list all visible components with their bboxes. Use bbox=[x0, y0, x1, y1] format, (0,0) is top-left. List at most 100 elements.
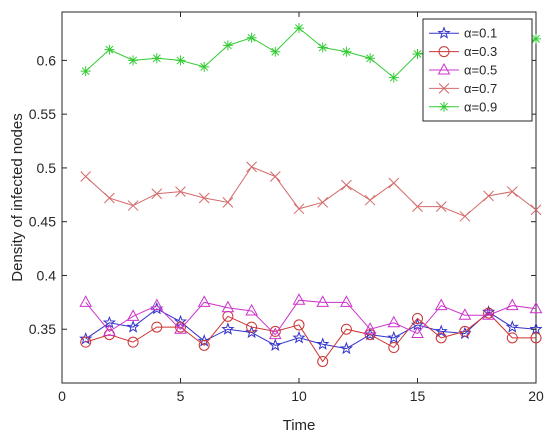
legend-label: α=0.3 bbox=[464, 44, 497, 59]
data-point bbox=[388, 72, 399, 83]
legend-marker bbox=[437, 62, 451, 75]
data-point bbox=[270, 46, 281, 57]
x-tick-label: 20 bbox=[528, 388, 544, 404]
data-point bbox=[387, 330, 401, 344]
data-point bbox=[529, 301, 543, 314]
data-point bbox=[127, 200, 139, 211]
data-point bbox=[459, 325, 471, 337]
data-point bbox=[363, 322, 377, 334]
data-point bbox=[530, 332, 542, 344]
data-point bbox=[435, 201, 447, 212]
data-point bbox=[365, 53, 376, 64]
data-point bbox=[483, 190, 494, 202]
data-point bbox=[316, 337, 330, 350]
legend-item: α=0.9 bbox=[429, 99, 497, 114]
data-point bbox=[341, 179, 352, 191]
data-point bbox=[104, 192, 115, 204]
data-point bbox=[387, 315, 401, 328]
legend-label: α=0.5 bbox=[464, 63, 497, 78]
data-point bbox=[459, 210, 471, 222]
y-tick-label: 0.55 bbox=[29, 106, 56, 122]
data-point bbox=[412, 201, 423, 212]
data-point bbox=[293, 203, 305, 215]
x-tick-label: 0 bbox=[58, 388, 66, 404]
data-point bbox=[246, 161, 257, 173]
data-point bbox=[458, 326, 472, 340]
data-point bbox=[222, 196, 234, 208]
legend-marker bbox=[438, 46, 450, 58]
series-2 bbox=[80, 307, 542, 367]
data-point bbox=[198, 339, 210, 351]
data-point bbox=[340, 295, 353, 307]
data-point bbox=[150, 298, 164, 311]
data-point bbox=[126, 309, 140, 321]
data-point bbox=[222, 40, 233, 51]
series-4 bbox=[80, 161, 542, 222]
data-point bbox=[175, 186, 186, 197]
data-point bbox=[434, 298, 448, 311]
x-tick-label: 10 bbox=[291, 388, 307, 404]
data-point bbox=[482, 308, 495, 320]
data-point bbox=[505, 320, 519, 333]
legend-label: α=0.9 bbox=[464, 99, 497, 114]
data-point bbox=[175, 321, 186, 333]
legend-item: α=0.1 bbox=[429, 26, 497, 41]
y-tick-label: 0.5 bbox=[37, 160, 57, 176]
data-point bbox=[412, 48, 423, 59]
data-point bbox=[530, 204, 542, 216]
data-point bbox=[506, 186, 518, 197]
data-point bbox=[268, 327, 282, 340]
data-point bbox=[458, 308, 472, 320]
data-point bbox=[79, 295, 93, 307]
data-point bbox=[317, 196, 329, 208]
axes-layer: 0 5 10 15 20 0.35 0.4 0.45 0.5 0.55 0.6 bbox=[29, 12, 544, 404]
y-axis-label: Density of infected nodes bbox=[9, 113, 26, 281]
data-point bbox=[221, 300, 235, 313]
data-point bbox=[339, 341, 353, 355]
legend-item: α=0.5 bbox=[429, 63, 497, 78]
legend-marker bbox=[438, 83, 450, 94]
data-point bbox=[364, 194, 376, 206]
data-point bbox=[174, 322, 187, 334]
data-point bbox=[341, 46, 352, 57]
data-point bbox=[412, 312, 423, 324]
legend-marker bbox=[439, 101, 449, 112]
data-point bbox=[340, 323, 352, 335]
y-tick-label: 0.6 bbox=[37, 52, 57, 68]
series-line bbox=[85, 312, 536, 363]
legend-label: α=0.7 bbox=[464, 81, 497, 96]
data-point bbox=[388, 177, 400, 189]
data-point bbox=[80, 336, 92, 348]
data-point bbox=[197, 334, 211, 347]
data-point bbox=[127, 336, 139, 348]
data-point bbox=[80, 66, 91, 77]
data-point bbox=[411, 326, 424, 339]
series-line bbox=[85, 166, 537, 217]
data-point bbox=[269, 171, 281, 182]
data-point bbox=[505, 298, 519, 311]
data-point bbox=[246, 32, 257, 43]
data-point bbox=[529, 322, 543, 335]
data-point bbox=[269, 325, 281, 337]
data-point bbox=[126, 320, 140, 333]
data-point bbox=[292, 293, 306, 305]
data-point bbox=[221, 322, 235, 335]
data-point bbox=[246, 321, 258, 333]
series-3 bbox=[79, 293, 543, 340]
data-point bbox=[199, 61, 210, 72]
data-point bbox=[103, 324, 116, 336]
legend: α=0.1 α=0.3 α=0.5 α=0.7 α=0.9 bbox=[422, 18, 533, 122]
data-point bbox=[175, 55, 186, 66]
data-point bbox=[104, 44, 115, 55]
data-point bbox=[292, 330, 306, 344]
data-point bbox=[317, 355, 329, 367]
x-tick-label: 5 bbox=[177, 388, 185, 404]
data-point bbox=[388, 342, 400, 354]
y-tick-label: 0.45 bbox=[29, 214, 56, 230]
y-tick-label: 0.35 bbox=[29, 321, 56, 337]
data-point bbox=[293, 319, 305, 331]
data-point bbox=[151, 321, 163, 333]
legend-label: α=0.1 bbox=[464, 26, 497, 41]
